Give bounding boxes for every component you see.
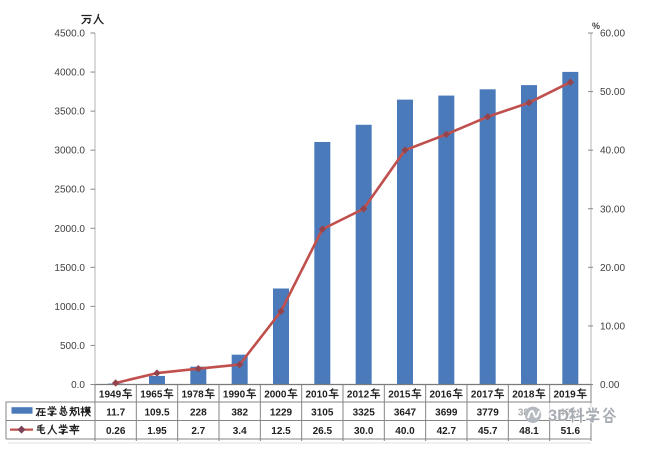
svg-text:20.00: 20.00: [600, 263, 625, 274]
svg-text:3647: 3647: [394, 407, 417, 418]
svg-text:2018: 2018: [512, 389, 535, 400]
svg-text:2012: 2012: [347, 389, 370, 400]
svg-text:42.7: 42.7: [437, 426, 457, 437]
svg-text:3000.0: 3000.0: [54, 146, 85, 157]
svg-text:0.0: 0.0: [71, 380, 85, 391]
svg-text:2015: 2015: [388, 389, 411, 400]
svg-text:2000: 2000: [264, 389, 287, 400]
svg-text:51.6: 51.6: [561, 426, 581, 437]
svg-text:30.00: 30.00: [600, 204, 625, 215]
svg-text:2500.0: 2500.0: [54, 185, 85, 196]
svg-text:11.7: 11.7: [106, 407, 125, 418]
svg-text:45.7: 45.7: [478, 426, 498, 437]
svg-text:1965: 1965: [140, 389, 163, 400]
svg-text:500.0: 500.0: [60, 341, 85, 352]
svg-text:%: %: [592, 21, 600, 31]
svg-text:3.4: 3.4: [233, 426, 247, 437]
svg-text:2019: 2019: [554, 389, 577, 400]
svg-text:228: 228: [190, 407, 207, 418]
svg-text:2010: 2010: [306, 389, 329, 400]
svg-text:30.0: 30.0: [354, 426, 374, 437]
svg-text:2016: 2016: [430, 389, 453, 400]
svg-text:1500.0: 1500.0: [54, 263, 85, 274]
svg-text:3500.0: 3500.0: [54, 107, 85, 118]
svg-text:10.00: 10.00: [600, 321, 625, 332]
svg-text:0.00: 0.00: [600, 380, 620, 391]
svg-text:382: 382: [231, 407, 248, 418]
svg-text:3325: 3325: [353, 407, 376, 418]
svg-text:50.00: 50.00: [600, 87, 625, 98]
svg-text:0.26: 0.26: [106, 426, 126, 437]
svg-text:4000.0: 4000.0: [54, 68, 85, 79]
svg-text:1990: 1990: [223, 389, 246, 400]
svg-text:40.00: 40.00: [600, 146, 625, 157]
svg-text:1978: 1978: [182, 389, 205, 400]
svg-text:1229: 1229: [270, 407, 293, 418]
svg-text:4500.0: 4500.0: [54, 29, 85, 40]
svg-text:48.1: 48.1: [519, 426, 539, 437]
svg-text:3105: 3105: [311, 407, 334, 418]
svg-text:3D: 3D: [548, 407, 569, 425]
svg-text:109.5: 109.5: [144, 407, 169, 418]
svg-text:1000.0: 1000.0: [54, 302, 85, 313]
svg-text:12.5: 12.5: [271, 426, 291, 437]
svg-text:2000.0: 2000.0: [54, 224, 85, 235]
svg-text:60.00: 60.00: [600, 29, 625, 40]
svg-text:1949: 1949: [99, 389, 122, 400]
svg-text:3699: 3699: [435, 407, 458, 418]
svg-text:40.0: 40.0: [395, 426, 415, 437]
svg-text:3779: 3779: [477, 407, 500, 418]
svg-text:26.5: 26.5: [313, 426, 333, 437]
svg-text:2017: 2017: [471, 389, 494, 400]
svg-text:2.7: 2.7: [191, 426, 205, 437]
svg-text:1.95: 1.95: [147, 426, 167, 437]
